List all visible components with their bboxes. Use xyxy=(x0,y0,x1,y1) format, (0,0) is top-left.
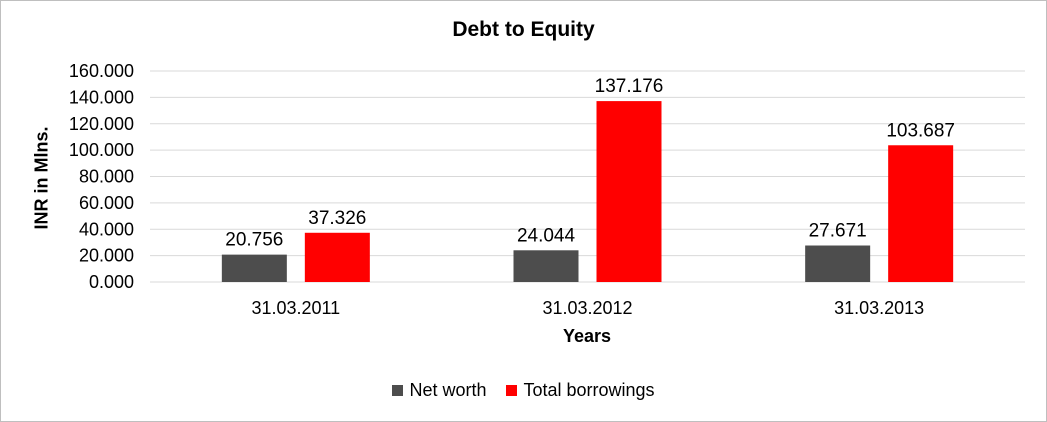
legend-item-net-worth: Net worth xyxy=(392,380,486,401)
y-tick-label: 120.000 xyxy=(69,114,134,134)
bar-net-worth xyxy=(805,245,871,282)
y-tick-label: 160.000 xyxy=(69,61,134,81)
y-tick-label: 20.000 xyxy=(79,246,134,266)
x-tick-label: 31.03.2013 xyxy=(834,298,924,318)
data-label-total-borrowings: 37.326 xyxy=(308,208,366,229)
data-label-net-worth: 24.044 xyxy=(517,225,576,246)
legend-swatch-net-worth xyxy=(392,385,404,396)
y-tick-label: 40.000 xyxy=(79,219,134,239)
data-label-total-borrowings: 137.176 xyxy=(595,76,664,97)
legend: Net worth Total borrowings xyxy=(0,380,1047,401)
y-tick-label: 0.000 xyxy=(89,272,134,292)
data-label-net-worth: 20.756 xyxy=(225,230,283,251)
bar-total-borrowings xyxy=(596,101,662,282)
legend-swatch-total-borrowings xyxy=(506,385,518,396)
x-tick-label: 31.03.2011 xyxy=(251,298,340,318)
x-axis-label: Years xyxy=(562,326,612,346)
data-label-total-borrowings: 103.687 xyxy=(886,120,955,141)
bar-net-worth xyxy=(513,250,579,282)
chart-title: Debt to Equity xyxy=(452,18,595,41)
bar-total-borrowings xyxy=(304,232,370,282)
bar-total-borrowings xyxy=(888,145,954,282)
y-tick-label: 80.000 xyxy=(79,167,134,187)
x-tick-label: 31.03.2012 xyxy=(542,298,632,318)
y-tick-label: 140.000 xyxy=(69,87,134,107)
y-tick-label: 100.000 xyxy=(69,140,134,160)
data-label-net-worth: 27.671 xyxy=(809,221,867,242)
bar-net-worth xyxy=(221,254,287,282)
legend-item-total-borrowings: Total borrowings xyxy=(506,380,655,401)
legend-label-net-worth: Net worth xyxy=(409,380,487,400)
legend-label-total-borrowings: Total borrowings xyxy=(523,380,655,400)
y-tick-label: 60.000 xyxy=(79,193,134,213)
